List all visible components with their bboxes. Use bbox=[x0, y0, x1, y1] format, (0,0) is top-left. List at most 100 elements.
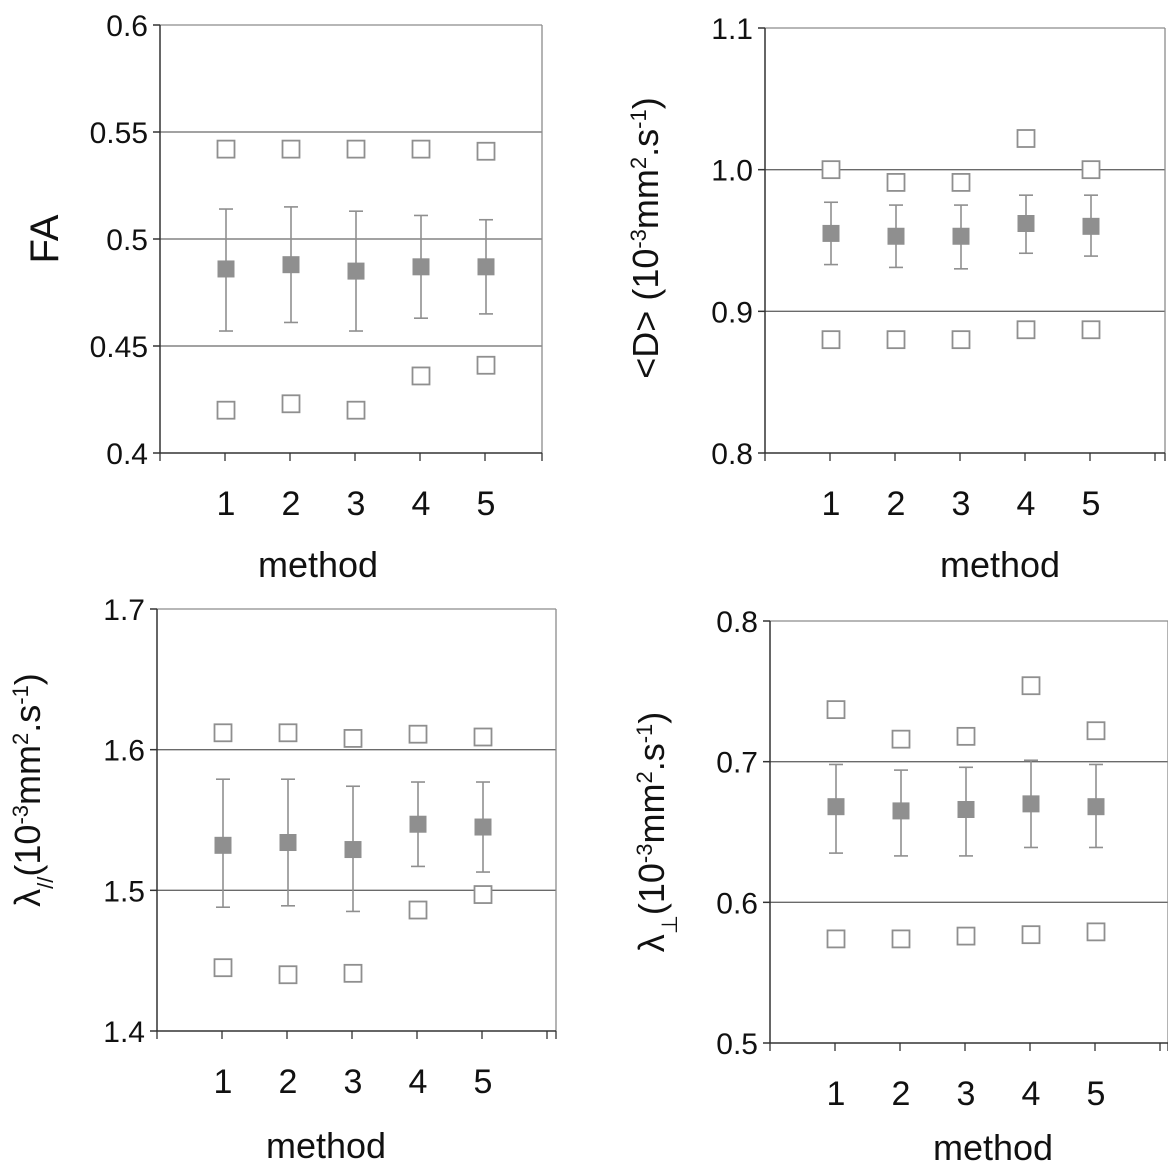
x-axis-label: method bbox=[258, 544, 378, 585]
x-tick-label: 5 bbox=[1082, 485, 1101, 523]
x-tick-label: 4 bbox=[412, 485, 431, 523]
mean-point bbox=[347, 262, 365, 280]
x-tick-label: 2 bbox=[282, 485, 301, 523]
upper-bound-point bbox=[346, 139, 366, 159]
x-tick-label: 5 bbox=[1087, 1075, 1106, 1113]
lower-bound-point bbox=[886, 330, 906, 350]
mean-point bbox=[282, 256, 300, 274]
y-tick-label: 0.45 bbox=[90, 331, 148, 364]
upper-bound-point bbox=[886, 173, 906, 192]
mean-point bbox=[1022, 795, 1040, 813]
lower-bound-point bbox=[411, 366, 431, 386]
y-tick-label: 1.7 bbox=[103, 594, 145, 627]
mean-point bbox=[822, 224, 840, 242]
lower-bound-point bbox=[473, 885, 493, 904]
upper-bound-point bbox=[956, 726, 976, 746]
x-tick-label: 1 bbox=[822, 485, 841, 523]
y-tick-label: 1.4 bbox=[103, 1016, 145, 1049]
lower-bound-point bbox=[826, 929, 846, 949]
x-tick-label: 2 bbox=[892, 1075, 911, 1113]
upper-bound-point bbox=[1081, 160, 1101, 180]
lower-bound-point bbox=[1081, 320, 1101, 340]
chart-panel-bottom-left: 1.4 1.5 1.6 1.7 1 2 3 4 5 method λ//(10-3mm2.s-1) bbox=[7, 594, 557, 1166]
upper-bound-point bbox=[951, 173, 971, 192]
mean-point bbox=[827, 798, 845, 816]
upper-bound-point bbox=[1021, 676, 1041, 696]
upper-bound-point bbox=[1016, 129, 1036, 148]
x-tick-label: 5 bbox=[474, 1063, 493, 1101]
upper-bound-point bbox=[408, 724, 428, 744]
lower-bound-point bbox=[951, 330, 971, 350]
y-tick-label: 0.6 bbox=[716, 887, 758, 920]
chart-panel-top-right: 0.8 0.9 1.0 1.1 1 2 3 4 5 method <D> (10-3mm2.s-1) bbox=[625, 13, 1166, 585]
mean-point bbox=[887, 227, 905, 245]
x-tick-label: 4 bbox=[409, 1063, 428, 1101]
lower-bound-point bbox=[1021, 925, 1041, 945]
y-tick-label: 0.55 bbox=[90, 117, 148, 150]
y-tick-label: 0.5 bbox=[106, 224, 148, 257]
x-axis-label: method bbox=[940, 544, 1060, 585]
mean-point bbox=[344, 841, 362, 859]
mean-point bbox=[214, 836, 232, 854]
lower-bound-point bbox=[821, 330, 841, 350]
y-tick-label: 1.6 bbox=[103, 735, 145, 768]
x-tick-label: 4 bbox=[1017, 485, 1036, 523]
mean-point bbox=[892, 802, 910, 820]
x-tick-label: 1 bbox=[827, 1075, 846, 1113]
upper-bound-point bbox=[281, 139, 301, 159]
mean-point bbox=[1017, 215, 1035, 232]
upper-bound-point bbox=[278, 723, 298, 743]
y-tick-label: 0.5 bbox=[716, 1028, 758, 1061]
upper-bound-point bbox=[1086, 721, 1106, 741]
lower-bound-point bbox=[1086, 922, 1106, 942]
y-tick-label: 0.8 bbox=[716, 606, 758, 639]
upper-bound-point bbox=[891, 729, 911, 749]
y-axis-label: <D> (10-3mm2.s-1) bbox=[625, 97, 666, 378]
y-tick-label: 0.4 bbox=[106, 438, 148, 471]
chart-panel-top-left: 0.4 0.45 0.5 0.55 0.6 1 2 3 4 5 method FA bbox=[23, 10, 543, 585]
upper-bound-point bbox=[473, 727, 493, 747]
x-axis-label: method bbox=[266, 1125, 386, 1166]
mean-point bbox=[1082, 217, 1100, 235]
x-tick-label: 3 bbox=[952, 485, 971, 523]
mean-point bbox=[952, 227, 970, 245]
lower-bound-point bbox=[1016, 320, 1036, 340]
upper-bound-point bbox=[216, 139, 236, 159]
x-tick-label: 5 bbox=[477, 485, 496, 523]
x-axis-label: method bbox=[933, 1127, 1053, 1168]
chart-panel-bottom-right: 0.5 0.6 0.7 0.8 1 2 3 4 5 method λ⊥(10-3mm2.s-1) bbox=[631, 606, 1168, 1168]
x-tick-label: 3 bbox=[344, 1063, 363, 1101]
lower-bound-point bbox=[408, 900, 428, 920]
mean-point bbox=[477, 258, 495, 276]
lower-bound-point bbox=[476, 355, 496, 375]
mean-point bbox=[412, 258, 430, 276]
upper-bound-point bbox=[476, 141, 496, 161]
y-tick-label: 1.5 bbox=[103, 875, 145, 908]
upper-bound-point bbox=[826, 700, 846, 720]
lower-bound-point bbox=[278, 965, 298, 985]
lower-bound-point bbox=[891, 929, 911, 949]
y-tick-label: 0.6 bbox=[106, 10, 148, 43]
y-axis-label: FA bbox=[23, 214, 67, 263]
y-tick-label: 1.0 bbox=[711, 155, 753, 188]
y-tick-label: 0.8 bbox=[711, 438, 753, 471]
x-tick-label: 2 bbox=[279, 1063, 298, 1101]
x-tick-label: 2 bbox=[887, 485, 906, 523]
y-tick-label: 1.1 bbox=[711, 13, 753, 46]
x-tick-label: 1 bbox=[217, 485, 236, 523]
lower-bound-point bbox=[213, 958, 233, 978]
y-tick-label: 0.9 bbox=[711, 296, 753, 329]
upper-bound-point bbox=[411, 139, 431, 159]
x-tick-label: 4 bbox=[1022, 1075, 1041, 1113]
upper-bound-point bbox=[821, 160, 841, 180]
mean-point bbox=[217, 260, 235, 278]
mean-point bbox=[474, 818, 492, 836]
mean-point bbox=[409, 815, 427, 833]
upper-bound-point bbox=[213, 723, 233, 743]
y-axis-label: λ//(10-3mm2.s-1) bbox=[7, 673, 58, 907]
lower-bound-point bbox=[343, 963, 363, 983]
y-tick-label: 0.7 bbox=[716, 747, 758, 780]
x-tick-label: 3 bbox=[347, 485, 366, 523]
upper-bound-point bbox=[343, 729, 363, 748]
